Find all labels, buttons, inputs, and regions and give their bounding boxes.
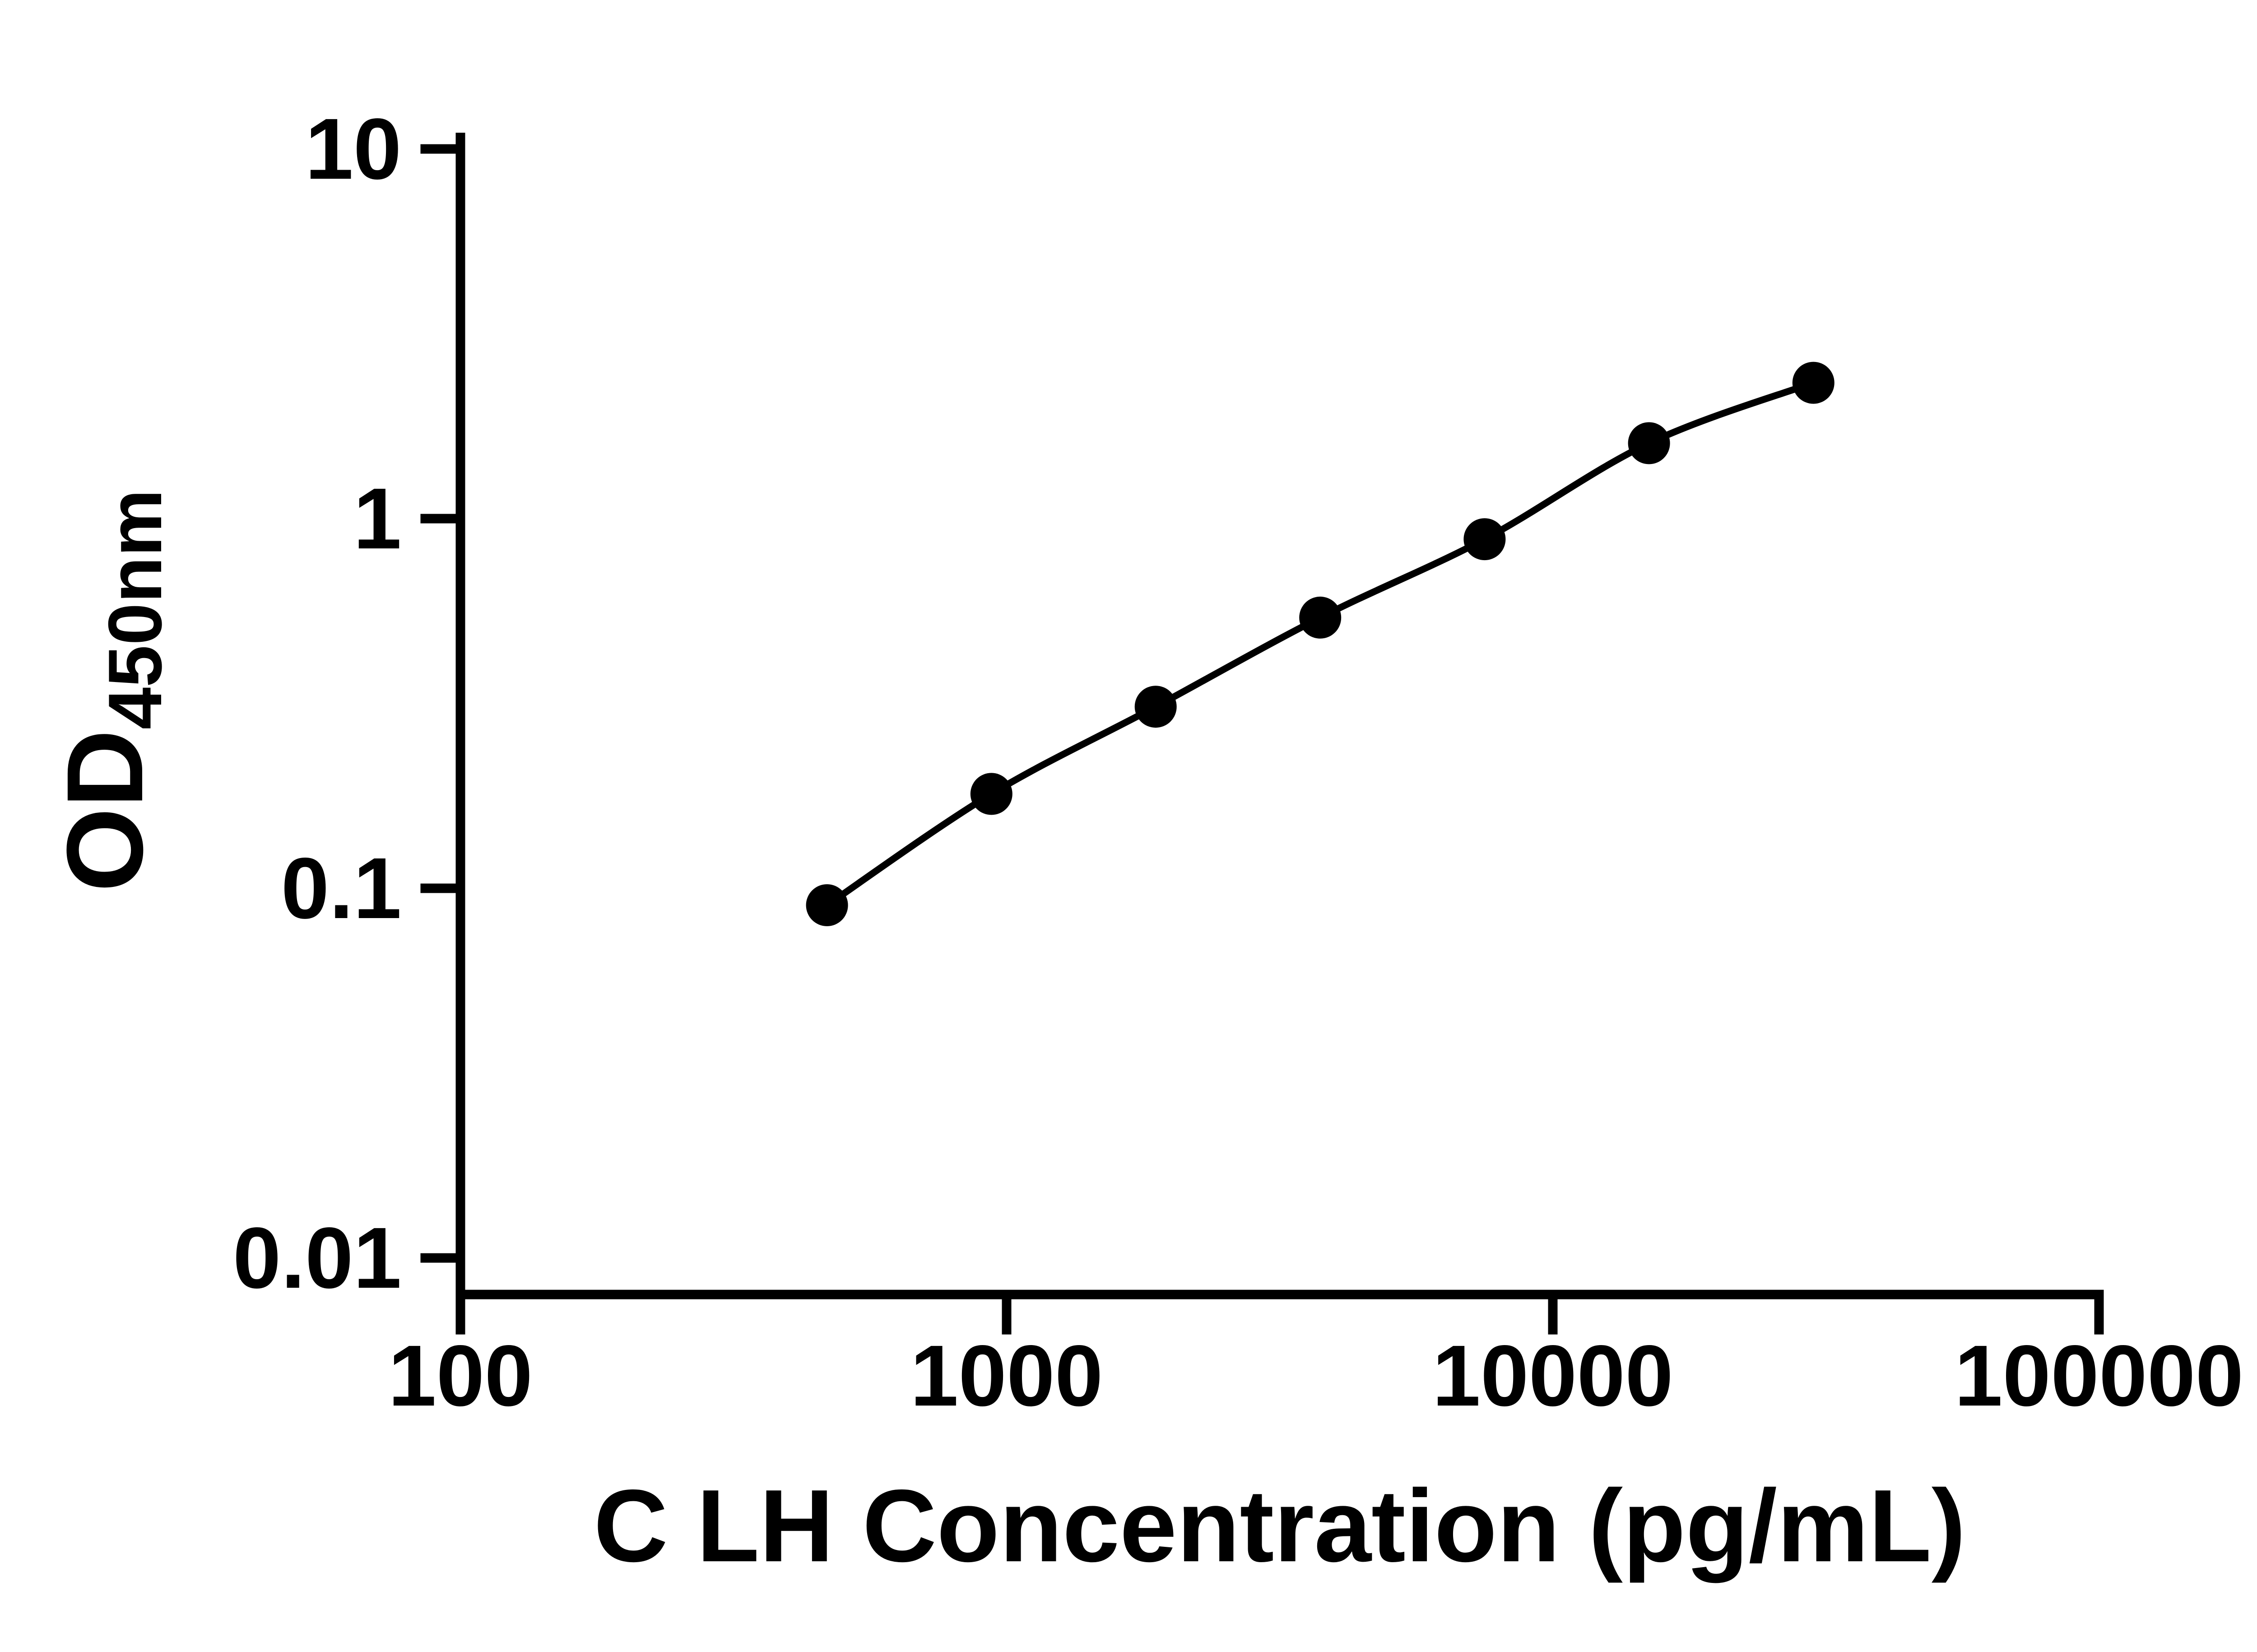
y-tick-label: 0.01 <box>233 1209 402 1306</box>
x-tick-label: 100000 <box>1955 1327 2244 1424</box>
y-axis-label: OD450nm <box>44 489 177 892</box>
plot-layer <box>806 362 1834 926</box>
x-tick-label: 1000 <box>910 1327 1103 1424</box>
y-tick-label: 10 <box>305 100 402 197</box>
data-point <box>1299 596 1342 639</box>
data-point <box>1463 518 1506 561</box>
x-tick-label: 10000 <box>1432 1327 1673 1424</box>
data-point <box>1628 422 1670 464</box>
y-tick-label: 1 <box>353 470 402 567</box>
axes-layer: 100 1000 10000 100000 0.01 0.1 1 10 <box>233 100 2244 1424</box>
x-tick-label: 100 <box>388 1327 533 1424</box>
data-point <box>1792 362 1834 404</box>
data-point <box>970 773 1012 815</box>
y-axis-label-main: OD <box>44 729 165 892</box>
data-point <box>1134 686 1177 728</box>
x-axis-label: C LH Concentration (pg/mL) <box>594 1469 1966 1583</box>
fit-curve <box>823 379 1817 909</box>
y-tick-label: 0.1 <box>281 840 402 937</box>
y-axis-label-sub: 450nm <box>93 489 177 729</box>
data-point <box>806 884 848 926</box>
